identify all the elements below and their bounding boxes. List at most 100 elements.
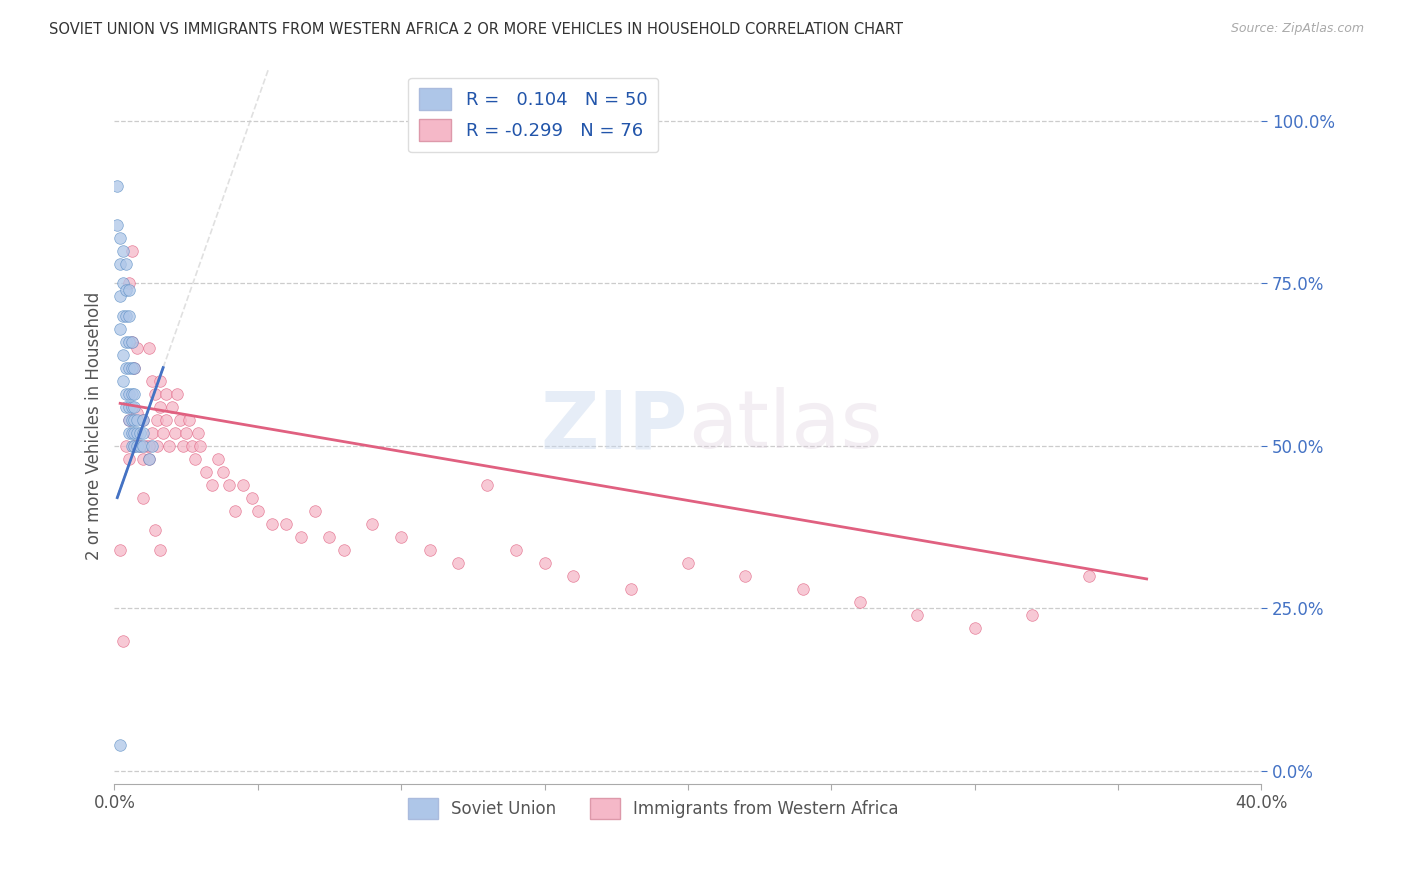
Point [963,621,986,635]
Point [135,439,157,453]
Point [129,439,152,453]
Point [361,516,384,531]
Text: Source: ZipAtlas.com: Source: ZipAtlas.com [1230,22,1364,36]
Point [121,412,143,426]
Point [111,633,134,648]
Point [1021,607,1043,622]
Point [127,425,149,440]
Point [108,230,131,244]
Point [177,412,200,426]
Point [124,400,146,414]
Point [132,425,155,440]
Point [118,360,141,375]
Point [121,386,143,401]
Text: atlas: atlas [688,387,882,465]
Point [201,477,224,491]
Point [121,425,143,440]
Point [118,412,141,426]
Point [118,412,141,426]
Point [108,321,131,335]
Point [108,289,131,303]
Point [849,595,872,609]
Point [127,412,149,426]
Point [195,465,218,479]
Point [183,451,205,466]
Point [141,425,163,440]
Point [132,491,155,505]
Point [118,400,141,414]
Point [121,334,143,349]
Point [447,556,470,570]
Point [157,439,180,453]
Point [121,334,143,349]
Point [190,439,212,453]
Point [318,530,340,544]
Point [174,425,197,440]
Point [180,439,202,453]
Point [108,256,131,270]
Point [138,451,160,466]
Point [163,425,186,440]
Point [115,283,138,297]
Point [166,386,188,401]
Point [108,738,131,752]
Point [232,477,254,491]
Point [124,360,146,375]
Point [146,439,169,453]
Point [118,386,141,401]
Point [619,582,641,596]
Point [1078,568,1101,582]
Point [276,516,298,531]
Point [111,276,134,290]
Point [115,309,138,323]
Point [129,439,152,453]
Point [115,386,138,401]
Point [533,556,555,570]
Point [121,439,143,453]
Point [118,334,141,349]
Point [141,374,163,388]
Point [118,309,141,323]
Point [132,451,155,466]
Point [141,439,163,453]
Point [734,568,756,582]
Point [224,503,246,517]
Point [124,360,146,375]
Point [105,178,128,193]
Point [124,412,146,426]
Point [562,568,585,582]
Point [132,439,155,453]
Point [118,276,141,290]
Point [152,425,174,440]
Point [172,439,194,453]
Point [138,341,160,355]
Point [121,400,143,414]
Point [124,439,146,453]
Point [118,425,141,440]
Point [132,412,155,426]
Point [124,439,146,453]
Point [111,309,134,323]
Text: ZIP: ZIP [541,387,688,465]
Point [212,465,235,479]
Point [111,244,134,258]
Point [187,425,209,440]
Point [160,400,183,414]
Legend: Soviet Union, Immigrants from Western Africa: Soviet Union, Immigrants from Western Af… [402,792,905,825]
Point [905,607,928,622]
Point [146,412,169,426]
Point [124,386,146,401]
Point [169,412,191,426]
Point [138,451,160,466]
Point [149,374,172,388]
Point [333,542,356,557]
Point [118,283,141,297]
Point [108,542,131,557]
Point [115,256,138,270]
Point [127,439,149,453]
Point [115,334,138,349]
Point [143,523,166,537]
Point [676,556,699,570]
Point [127,406,149,420]
Y-axis label: 2 or more Vehicles in Household: 2 or more Vehicles in Household [86,292,103,560]
